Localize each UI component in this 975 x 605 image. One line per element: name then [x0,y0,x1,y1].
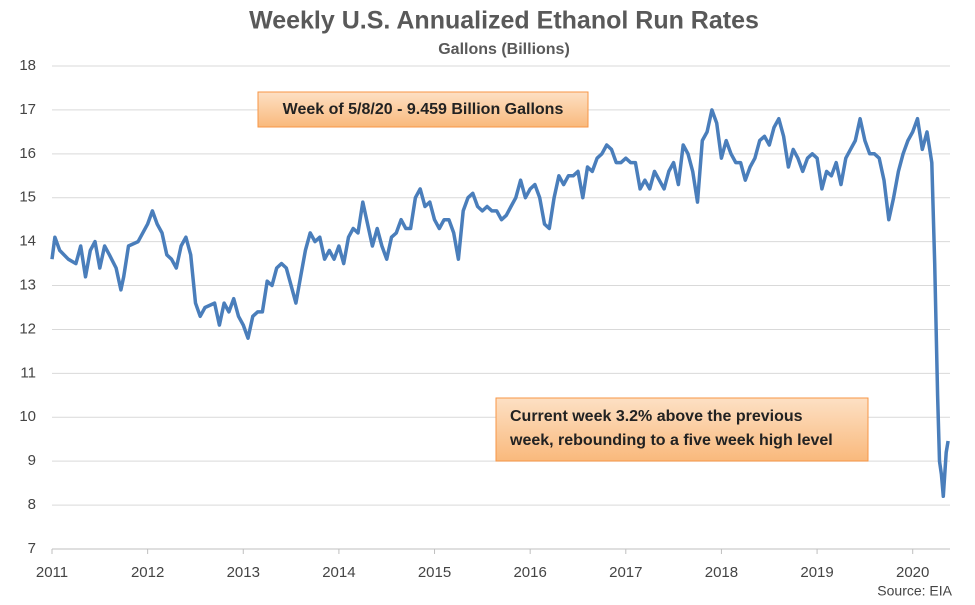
y-tick-label: 17 [19,101,36,118]
y-tick-label: 11 [20,364,36,381]
annotation-box [257,91,589,128]
x-tick-label: 2017 [609,564,642,581]
x-tick-label: 2012 [131,564,164,581]
y-tick-label: 16 [19,145,36,162]
plot-area: 7 8 9 10 11 12 13 14 15 16 17 18 2011 2012 2013 2014 201… [19,57,950,581]
annotation: Current week 3.2% above the previous [510,408,803,425]
y-tick-label: 10 [19,408,36,425]
annotation-box [495,397,869,462]
line [50,108,950,499]
x-tick-label: 2019 [800,564,833,581]
x-tick-label: 2016 [513,564,546,581]
y-tick-label: 15 [19,189,36,206]
source: Source: EIA [877,583,952,599]
y-tick-label: 8 [28,496,36,513]
y-tick-label: 7 [28,540,36,557]
y-tick-label: 14 [19,233,36,250]
x-tick-label: 2014 [322,564,355,581]
y-tick-label: 12 [19,320,36,337]
annotation: Week of 5/8/20 - 9.459 Billion Gallons [283,101,564,118]
y-tick-label: 13 [19,277,36,294]
x-tick-label: 2015 [418,564,451,581]
chart-subtitle: Gallons (Billions) [438,41,570,58]
x-tick-label: 2011 [36,564,68,581]
annotation: week, rebounding to a five week high lev… [509,432,833,449]
x-tick-label: 2020 [896,564,929,581]
x-tick-label: 2013 [227,564,260,581]
y-tick-label: 9 [28,452,36,469]
chart-title: Weekly U.S. Annualized Ethanol Run Rates [249,7,759,35]
y-tick-label: 18 [19,57,36,74]
x-tick-label: 2018 [705,564,738,581]
